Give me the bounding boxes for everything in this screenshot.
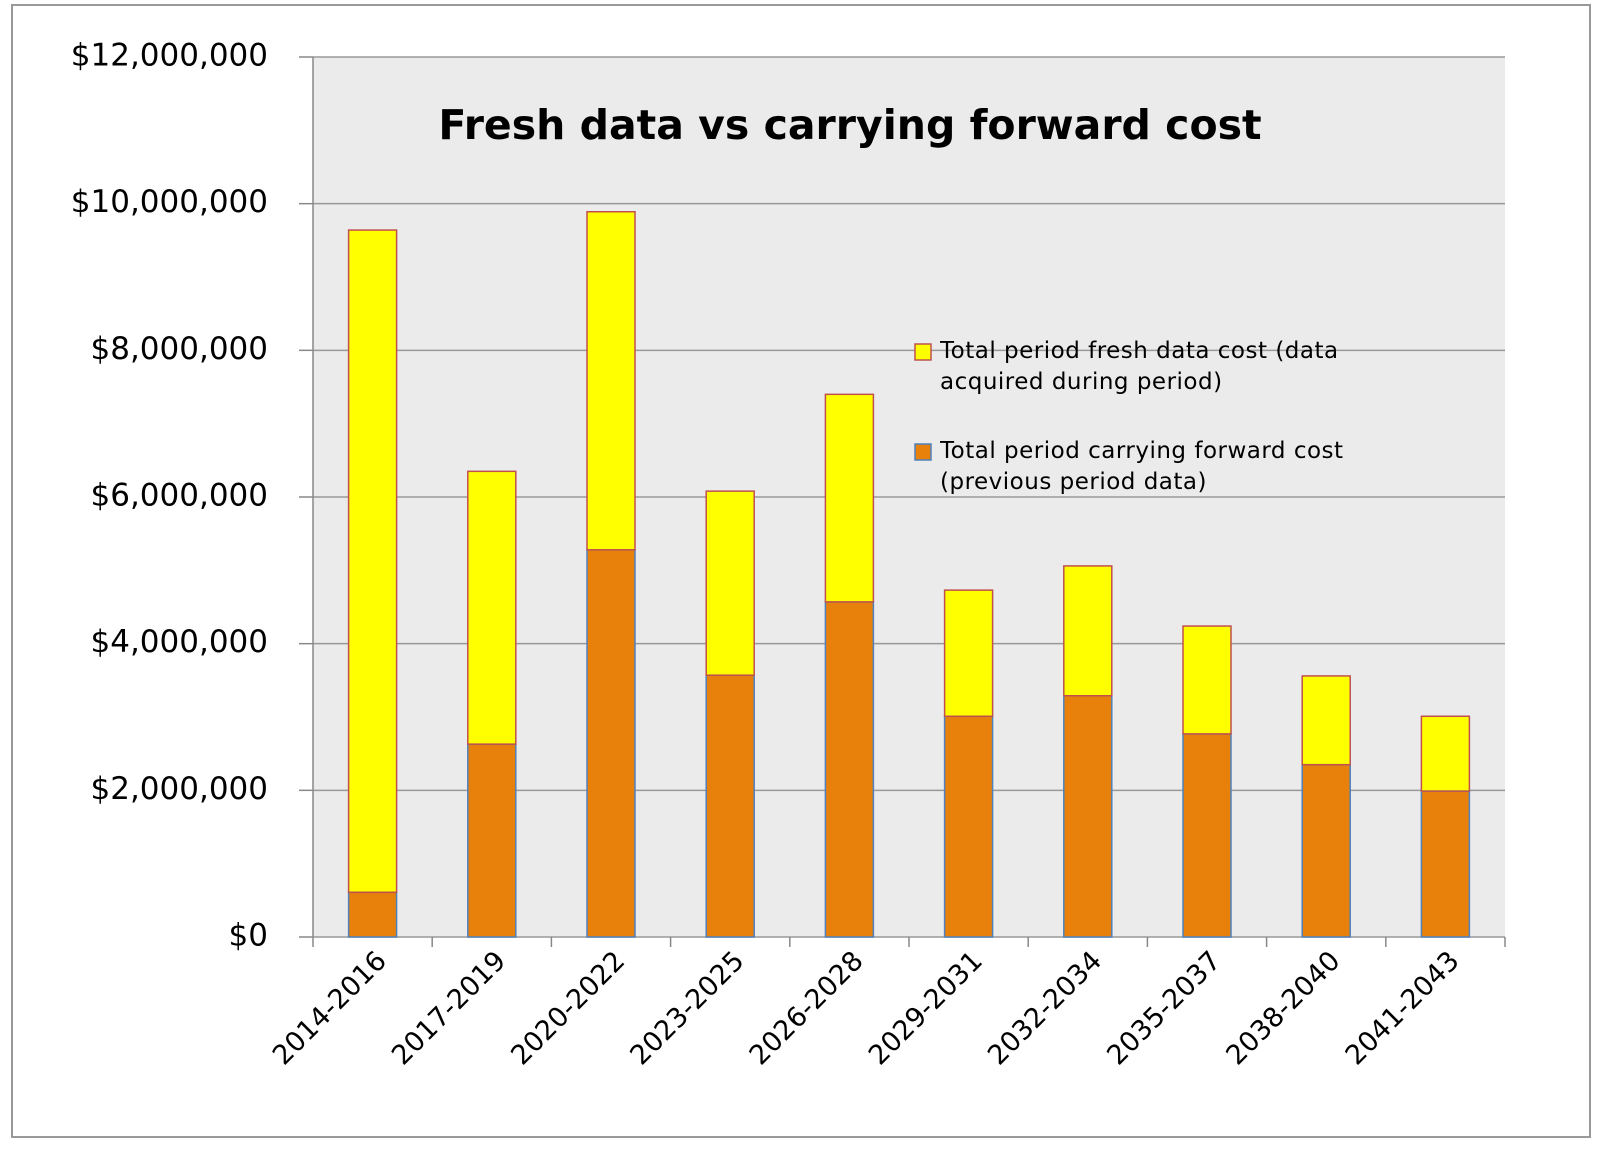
legend-label-box: Total period carrying forward cost (prev…	[940, 438, 1344, 495]
bar-segment	[586, 210, 636, 551]
bar-segment	[1301, 675, 1351, 766]
y-tick-label: $10,000,000	[71, 184, 268, 220]
bar-segment	[1063, 565, 1113, 697]
bar-segment	[586, 549, 636, 938]
y-tick-label: $12,000,000	[71, 38, 268, 74]
bars	[347, 210, 1471, 938]
bar-segment	[347, 891, 398, 938]
legend: Total period fresh data cost (data acqui…	[914, 338, 1344, 495]
bar-segment	[347, 229, 398, 894]
bar-segment	[1182, 733, 1232, 938]
bar-segment	[467, 743, 517, 938]
legend-swatch	[914, 343, 932, 361]
legend-swatch	[914, 443, 932, 461]
bar-segment	[467, 470, 517, 745]
y-tick-label: $6,000,000	[91, 478, 269, 514]
bar-segment	[824, 393, 875, 603]
legend-label: Total period carrying forward cost (prev…	[940, 438, 1344, 495]
y-tick-label: $4,000,000	[91, 624, 269, 660]
bar-segment	[705, 490, 755, 676]
bar-segment	[1420, 790, 1471, 938]
legend-label: Total period fresh data cost (data acqui…	[940, 338, 1339, 395]
bar-segment	[824, 601, 875, 938]
bar-segment	[1301, 763, 1351, 938]
y-tick-label: $2,000,000	[91, 771, 269, 807]
legend-label-box: Total period fresh data cost (data acqui…	[940, 338, 1339, 395]
y-tick-label: $0	[229, 918, 268, 954]
bar-segment	[1420, 715, 1471, 792]
bar-segment	[1182, 625, 1232, 735]
y-tick-label: $8,000,000	[91, 331, 269, 367]
bar-segment	[943, 589, 994, 718]
bar-segment	[1063, 694, 1113, 938]
chart-title: Fresh data vs carrying forward cost	[438, 101, 1261, 149]
bar-segment	[705, 674, 755, 938]
bar-segment	[943, 715, 994, 938]
